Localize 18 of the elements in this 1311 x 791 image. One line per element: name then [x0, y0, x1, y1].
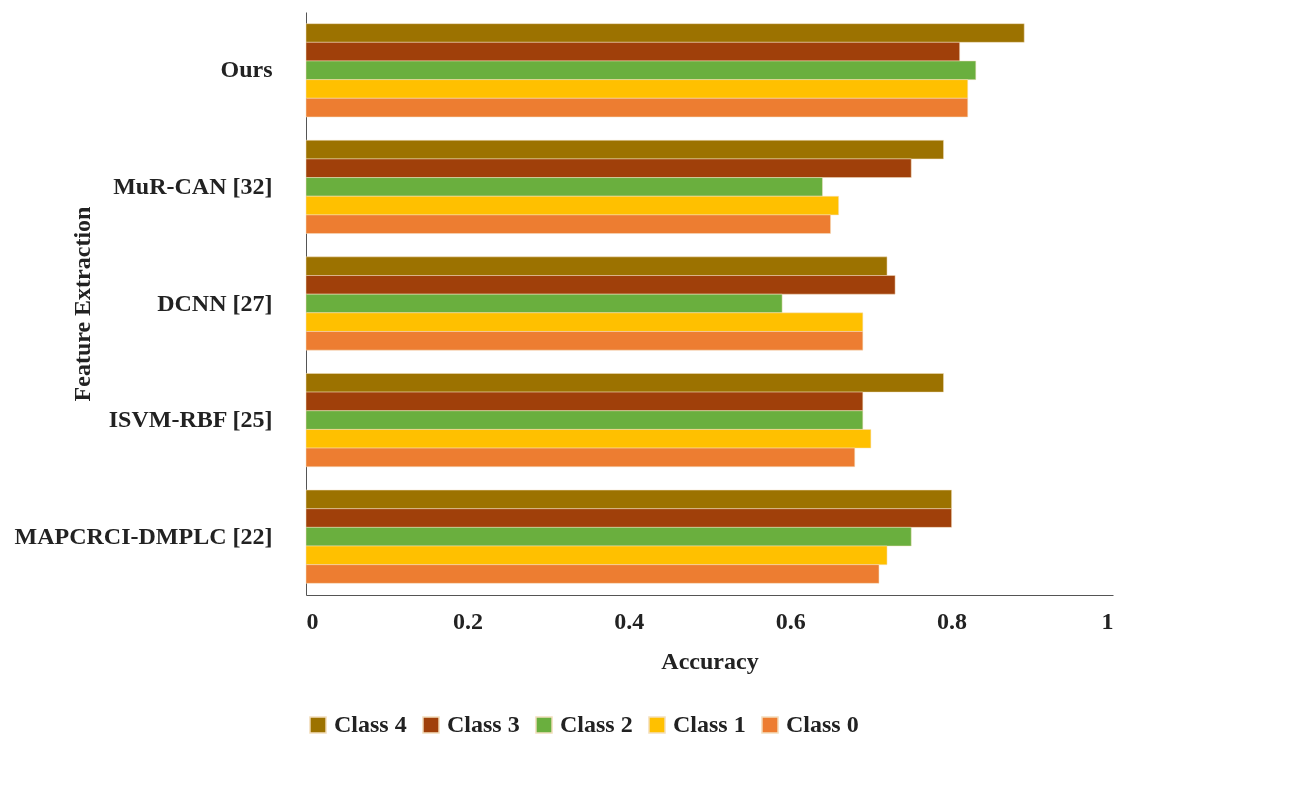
- legend-label: Class 0: [786, 711, 859, 737]
- x-tick-label: 0.2: [452, 607, 483, 634]
- x-tick-label: 0: [306, 607, 319, 634]
- x-tick-label: 1: [1101, 607, 1114, 634]
- x-tick-label: 0.8: [937, 607, 968, 634]
- x-tick-label: 0.4: [614, 607, 645, 634]
- legend-label: Class 3: [447, 711, 520, 737]
- y-tick-label: MuR-CAN [32]: [113, 172, 273, 199]
- legend-label: Class 1: [673, 711, 746, 737]
- y-tick-label: DCNN [27]: [157, 289, 273, 316]
- legend-label: Class 4: [334, 711, 407, 737]
- x-axis-title: Accuracy: [661, 647, 759, 674]
- legend-label: Class 2: [560, 711, 633, 737]
- y-axis-title: Feature Extraction: [68, 206, 95, 402]
- y-tick-label: ISVM-RBF [25]: [108, 406, 273, 433]
- y-tick-label: MAPCRCI-DMPLC [22]: [14, 522, 273, 549]
- x-tick-label: 0.6: [775, 607, 806, 634]
- y-tick-label: Ours: [220, 56, 273, 83]
